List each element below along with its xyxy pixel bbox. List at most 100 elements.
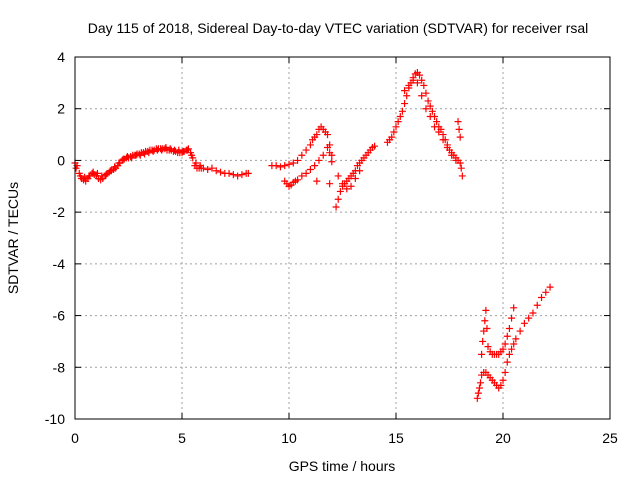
data-point [244,169,252,177]
data-point [158,146,166,154]
data-point [533,301,541,309]
data-series [401,76,460,164]
data-point [89,168,97,176]
data-point [503,358,511,366]
x-tick-label: 15 [388,430,404,446]
data-point [166,145,174,153]
data-point [371,142,379,150]
data-point [229,171,237,179]
data-point [481,317,489,325]
data-point [272,162,280,170]
data-point [285,160,293,168]
data-point [499,345,507,353]
y-tick-label: -6 [53,308,66,324]
data-point [508,345,516,353]
x-tick-label: 20 [495,430,511,446]
data-point [136,151,144,159]
data-point [456,159,464,167]
data-point [234,172,242,180]
data-point [339,180,346,188]
data-point [119,155,127,163]
data-point [439,136,447,144]
data-point [302,169,310,177]
data-point [457,164,465,172]
data-point [328,158,336,166]
data-point [289,159,297,167]
data-point [72,164,80,172]
data-point [184,145,192,153]
data-point [334,195,342,203]
data-point [238,171,246,179]
data-point [188,151,196,159]
data-point [102,171,110,179]
data-point [497,381,505,389]
data-point [473,394,481,402]
data-point [347,182,355,190]
data-point [505,325,513,332]
data-point [483,325,491,332]
data-point [196,162,204,170]
data-point [426,102,434,110]
data-series [478,304,518,358]
axis-tick-labels: 0 5 10 15 20 25 -10 -8 -6 -4 -2 0 2 4 [45,49,618,446]
data-point [510,340,518,348]
data-series [281,144,336,190]
data-point [324,131,332,139]
y-tick-label: 0 [57,152,65,168]
data-point [388,133,396,141]
chart-title: Day 115 of 2018, Sidereal Day-to-day VTE… [88,20,589,36]
data-point [416,71,424,79]
data-series [268,123,336,171]
data-point [313,131,321,139]
data-point [175,146,183,154]
data-point [396,112,404,120]
data-series [72,144,204,181]
data-point [433,118,441,126]
data-point [394,118,402,126]
data-point [401,100,409,108]
data-point [401,87,409,95]
data-point [475,384,483,392]
grid-lines [75,57,610,419]
data-point [455,125,463,133]
data-point [123,153,131,161]
data-point [499,376,507,384]
data-point [93,169,101,177]
data-point [422,89,430,97]
data-point [529,309,537,317]
data-point [356,167,364,175]
data-point [520,319,528,327]
data-point [424,97,432,105]
data-point [179,147,187,155]
data-point [324,144,332,151]
data-point [501,368,509,376]
data-point [478,350,486,358]
data-series [473,283,554,402]
data-point [398,107,406,115]
data-point [98,172,106,180]
data-point [477,379,485,387]
data-point [452,156,460,164]
data-point [298,151,306,159]
data-point [76,172,84,180]
data-points [71,69,554,402]
data-series [454,118,466,180]
y-tick-label: -4 [53,256,66,272]
data-point [294,176,302,184]
data-point [454,118,462,126]
data-point [392,123,400,131]
data-point [479,337,487,345]
data-point [413,79,421,87]
data-point [510,304,518,312]
data-series [334,167,364,193]
data-point [443,144,451,151]
data-point [351,175,359,183]
data-point [546,283,554,291]
data-point [456,133,464,141]
data-point [204,165,212,173]
data-point [418,76,426,84]
data-point [484,343,492,351]
data-point [217,168,225,176]
data-point [426,112,434,120]
data-point [403,92,411,100]
